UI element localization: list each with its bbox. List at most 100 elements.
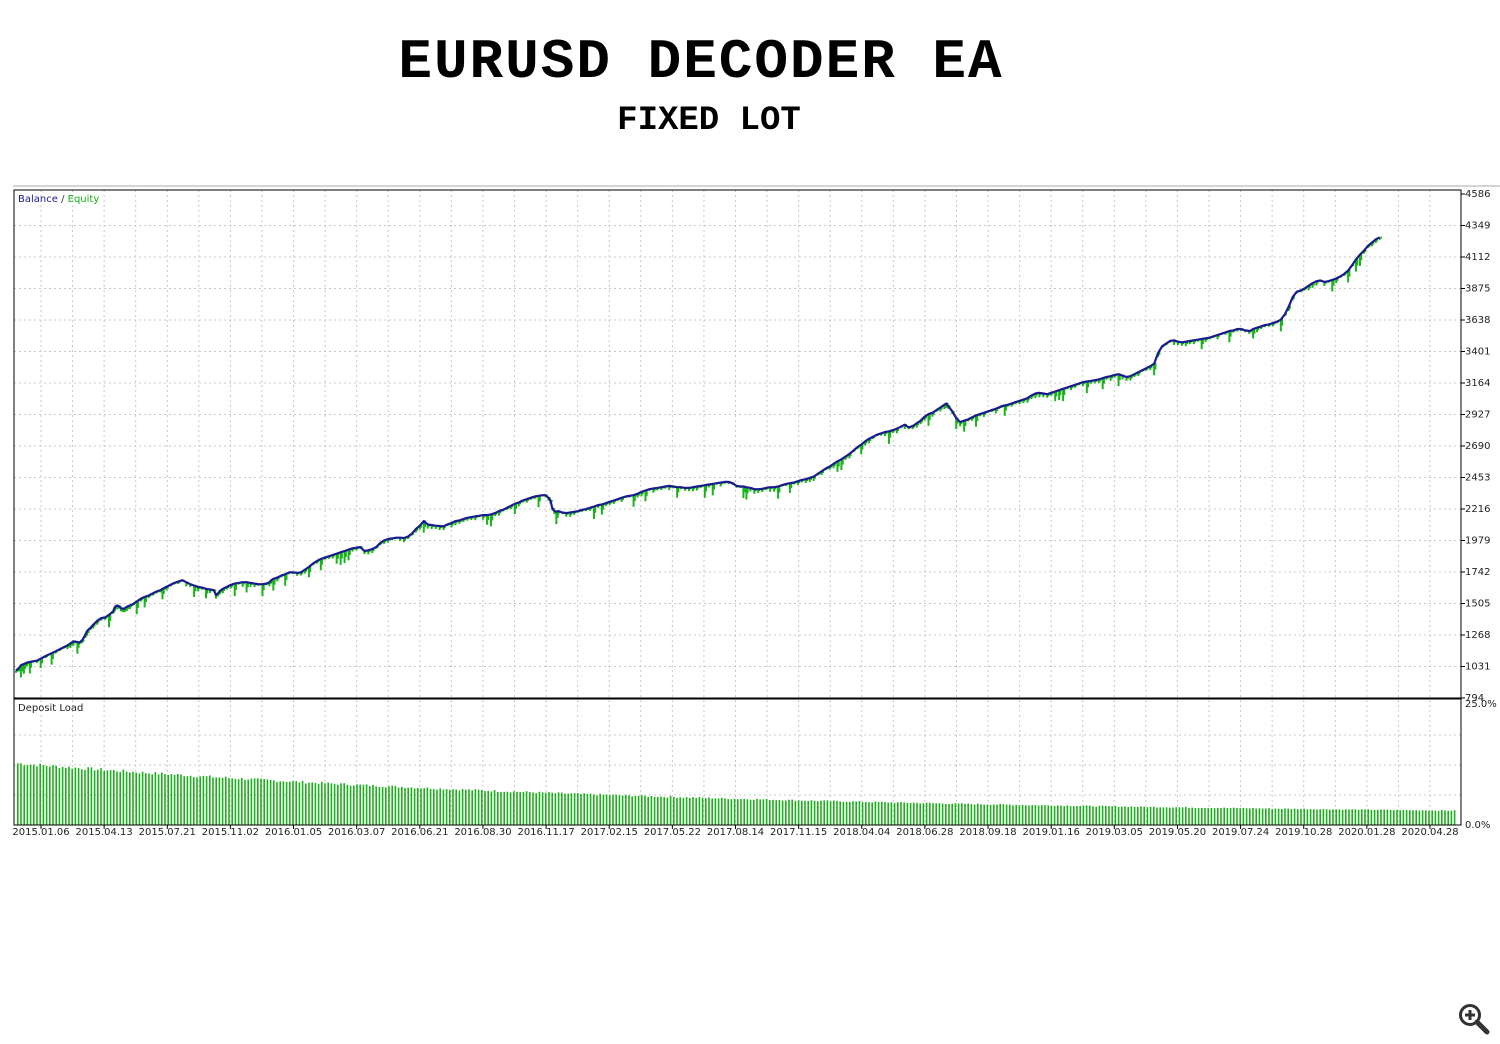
deposit-load-bar — [353, 785, 355, 825]
deposit-load-bar — [705, 798, 707, 825]
deposit-load-bar — [1450, 810, 1453, 825]
equity-series — [15, 236, 1383, 678]
deposit-load-bar — [599, 793, 601, 825]
deposit-load-bar — [890, 802, 893, 825]
deposit-load-bar — [477, 789, 480, 825]
deposit-load-bar — [583, 793, 585, 825]
deposit-load-bar — [631, 796, 633, 825]
deposit-load-bar — [269, 779, 272, 825]
deposit-load-bar — [369, 786, 371, 825]
deposit-load-bar — [740, 798, 742, 825]
deposit-load-bar — [756, 798, 758, 825]
deposit-load-bar — [173, 774, 176, 825]
deposit-load-bar — [305, 783, 307, 825]
deposit-load-bar — [289, 781, 291, 825]
deposit-load-bar — [871, 802, 873, 825]
deposit-load-bar — [484, 790, 486, 825]
deposit-load-bar — [164, 774, 166, 825]
deposit-load-bar — [1223, 807, 1225, 825]
deposit-load-bar — [103, 770, 105, 825]
deposit-load-bar — [836, 800, 838, 825]
legend: Balance / Equity — [18, 194, 99, 205]
deposit-load-bar — [1069, 806, 1072, 825]
deposit-load-bar — [279, 781, 281, 825]
deposit-load-bar — [1156, 807, 1158, 825]
deposit-load-bar — [618, 795, 621, 825]
deposit-load-bar — [1329, 809, 1331, 825]
x-tick-label: 2016.01.05 — [265, 827, 322, 838]
deposit-load-bar — [1271, 808, 1273, 825]
deposit-load-bar — [957, 803, 960, 825]
deposit-load-bar — [365, 784, 368, 825]
x-tick-label: 2020.04.28 — [1401, 827, 1458, 838]
x-tick-label: 2019.05.20 — [1149, 827, 1206, 838]
deposit-load-bar — [1098, 805, 1101, 825]
deposit-load-bar — [893, 802, 896, 825]
deposit-load-bar — [388, 786, 390, 825]
deposit-load-bar — [157, 774, 160, 825]
deposit-load-bar — [1425, 810, 1427, 825]
deposit-load-bar — [983, 804, 985, 825]
deposit-load-bar — [945, 804, 947, 825]
deposit-load-bar — [426, 787, 429, 825]
x-tick-label: 2016.11.17 — [517, 827, 574, 838]
deposit-load-bar — [522, 791, 525, 825]
deposit-load-bar — [1325, 809, 1328, 825]
deposit-load-bar — [1306, 809, 1309, 825]
deposit-load-bar — [356, 784, 358, 825]
deposit-load-bar — [327, 782, 329, 825]
deposit-load-bar — [852, 801, 854, 825]
deposit-load-bar — [753, 799, 755, 825]
deposit-load-bar — [570, 793, 573, 825]
deposit-load-bar — [929, 802, 931, 825]
deposit-load-bar — [721, 797, 723, 825]
y-tick-label: 4112 — [1465, 252, 1490, 263]
deposit-load-bar — [1233, 807, 1235, 825]
deposit-load-bar — [762, 799, 765, 825]
deposit-load-bar — [1386, 809, 1389, 825]
legend-equity: Equity — [68, 194, 100, 205]
balance-series-line — [15, 236, 1381, 672]
deposit-load-bar — [602, 794, 605, 825]
deposit-load-bar — [71, 768, 73, 825]
deposit-load-bar — [1297, 809, 1299, 825]
deposit-load-bar — [925, 802, 928, 825]
y-tick-label: 3401 — [1465, 347, 1490, 358]
deposit-load-bar — [1383, 809, 1385, 825]
deposit-load-bar — [417, 787, 419, 825]
deposit-load-bar — [548, 792, 550, 825]
deposit-load-bar — [1063, 806, 1065, 825]
deposit-load-bar — [1428, 810, 1430, 825]
deposit-load-bar — [77, 768, 80, 825]
deposit-load-bars — [17, 763, 1456, 825]
y-tick-label: 1031 — [1465, 662, 1490, 673]
deposit-load-bar — [90, 767, 93, 825]
deposit-load-bar — [807, 800, 809, 825]
deposit-load-bar — [708, 797, 710, 825]
deposit-load-bar — [1268, 808, 1270, 825]
deposit-load-bar — [397, 787, 400, 825]
deposit-load-bar — [589, 793, 592, 825]
deposit-load-bar — [29, 764, 32, 825]
deposit-load-bar — [1178, 807, 1181, 825]
zoom-in-icon[interactable] — [1457, 1002, 1491, 1036]
deposit-load-bar — [1319, 809, 1321, 825]
deposit-load-bar — [295, 781, 297, 825]
deposit-load-bar — [87, 767, 89, 825]
deposit-load-bar — [535, 793, 537, 825]
deposit-load-bar — [554, 793, 557, 825]
deposit-load-bar — [132, 771, 134, 825]
deposit-load-bar — [701, 797, 704, 825]
deposit-load-bar — [145, 773, 147, 825]
deposit-load-bar — [1076, 806, 1078, 825]
deposit-load-bar — [970, 804, 973, 825]
x-tick-label: 2017.02.15 — [581, 827, 638, 838]
deposit-load-bar — [909, 803, 912, 825]
y-tick-label: 2927 — [1465, 410, 1490, 421]
deposit-load-bar — [529, 792, 531, 825]
deposit-load-bar — [1146, 807, 1149, 825]
deposit-load-bar — [858, 801, 861, 825]
deposit-load-bar — [209, 775, 211, 825]
deposit-load-bar — [1441, 810, 1443, 825]
